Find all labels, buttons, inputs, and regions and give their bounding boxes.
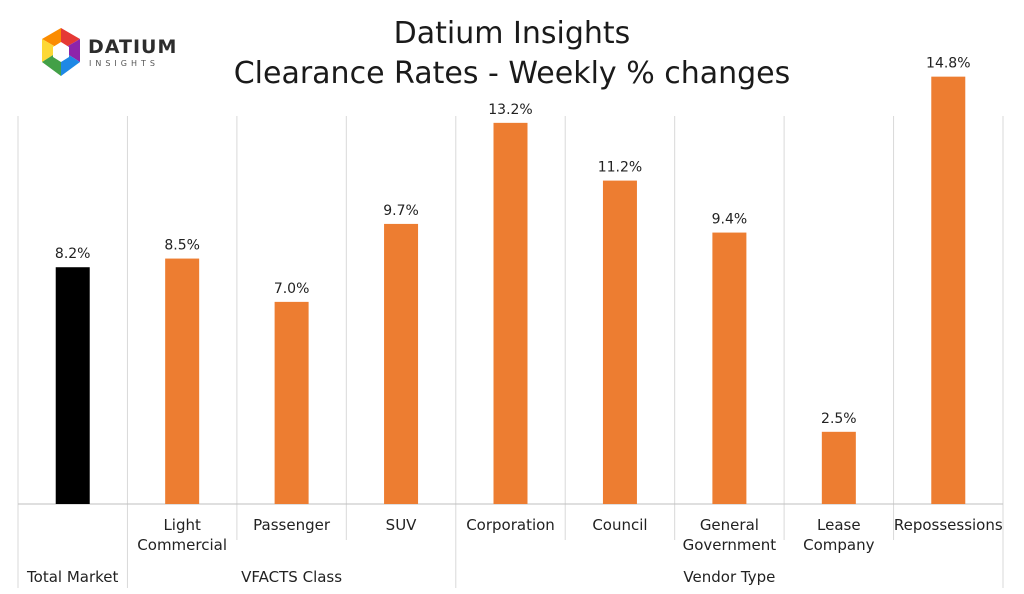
category-label: Commercial <box>137 536 227 554</box>
logo-subtitle: INSIGHTS <box>89 59 159 68</box>
data-label: 14.8% <box>926 56 970 72</box>
bar <box>274 301 309 504</box>
category-label: Company <box>803 536 874 554</box>
bar <box>55 267 90 504</box>
category-label: Government <box>683 536 777 554</box>
data-label: 13.2% <box>488 102 532 118</box>
data-label: 8.5% <box>164 238 200 254</box>
datium-logo-icon <box>42 28 80 76</box>
bar <box>712 232 747 504</box>
data-label: 8.2% <box>55 246 91 262</box>
category-label: General <box>700 516 759 534</box>
chart-subtitle: Clearance Rates - Weekly % changes <box>233 56 791 91</box>
data-label: 11.2% <box>598 160 642 176</box>
bar <box>821 431 856 504</box>
bar <box>931 76 966 505</box>
group-label: VFACTS Class <box>241 568 342 586</box>
group-label: Vendor Type <box>683 568 775 586</box>
category-label: Light <box>163 516 201 534</box>
bar <box>384 223 419 504</box>
bar <box>602 180 637 504</box>
datium-logo: DATIUM INSIGHTS <box>38 26 188 82</box>
logo-wordmark: DATIUM <box>88 36 178 58</box>
category-label: Lease <box>817 516 861 534</box>
data-label: 2.5% <box>821 411 857 427</box>
category-label: Corporation <box>466 516 555 534</box>
data-label: 9.7% <box>383 203 419 219</box>
data-label: 9.4% <box>712 212 748 228</box>
data-label: 7.0% <box>274 281 310 297</box>
chart-title: Datium Insights <box>393 16 631 51</box>
bar <box>493 122 528 504</box>
category-label: SUV <box>386 516 418 534</box>
category-label: Repossessions <box>894 516 1003 534</box>
group-label: Total Market <box>26 568 118 586</box>
category-label: Council <box>592 516 647 534</box>
category-label: Passenger <box>253 516 331 534</box>
bar <box>165 258 200 504</box>
